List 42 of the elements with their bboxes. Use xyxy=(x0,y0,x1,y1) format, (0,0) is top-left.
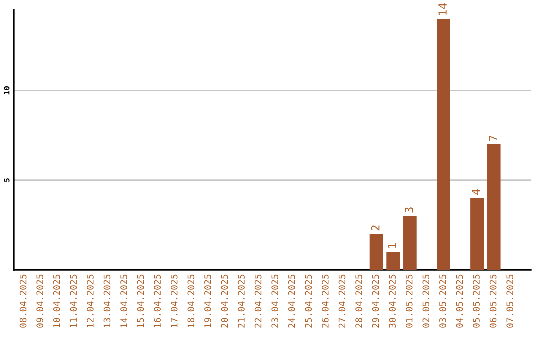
bar xyxy=(403,216,417,270)
x-tick-label: 08.04.2025 xyxy=(20,274,27,328)
x-tick-label: 02.05.2025 xyxy=(422,274,430,328)
x-tick-label: 19.04.2025 xyxy=(204,274,212,328)
x-tick-label: 15.04.2025 xyxy=(137,274,144,328)
x-tick-label: 01.05.2025 xyxy=(406,274,413,328)
x-tick-label: 12.04.2025 xyxy=(87,274,94,328)
bar xyxy=(386,252,400,270)
data-label: 7 xyxy=(489,136,498,142)
x-tick-label: 29.04.2025 xyxy=(372,274,380,328)
x-tick-label: 27.04.2025 xyxy=(338,274,346,328)
x-tick-label: 22.04.2025 xyxy=(254,274,262,328)
x-tick-label: 09.04.2025 xyxy=(36,274,44,328)
x-tick-label: 10.04.2025 xyxy=(53,274,60,328)
bar xyxy=(487,144,501,270)
x-tick-label: 05.05.2025 xyxy=(473,274,480,328)
data-label: 3 xyxy=(404,208,414,213)
x-tick-label: 07.05.2025 xyxy=(506,274,514,328)
x-tick-label: 11.04.2025 xyxy=(70,274,78,328)
data-label: 4 xyxy=(472,189,480,196)
x-tick-label: 30.04.2025 xyxy=(389,274,396,328)
bar xyxy=(470,198,484,270)
x-tick-label: 21.04.2025 xyxy=(238,274,245,328)
x-tick-label: 14.04.2025 xyxy=(120,274,128,328)
x-tick-label: 03.05.2025 xyxy=(440,274,446,328)
x-tick-label: 24.04.2025 xyxy=(288,274,296,328)
x-tick-label: 28.04.2025 xyxy=(356,274,362,328)
x-tick-label: 18.04.2025 xyxy=(188,274,195,328)
bar xyxy=(370,234,384,270)
data-label: 2 xyxy=(371,226,380,231)
x-tick-label: 26.04.2025 xyxy=(322,274,329,328)
x-tick-label: 16.04.2025 xyxy=(154,274,161,328)
x-tick-label: 25.04.2025 xyxy=(305,274,312,328)
x-tick-label: 13.04.2025 xyxy=(104,274,111,328)
x-tick-label: 20.04.2025 xyxy=(221,274,228,328)
x-tick-label: 06.05.2025 xyxy=(490,274,497,328)
data-label: 1 xyxy=(388,243,396,248)
bar xyxy=(437,18,450,270)
x-tick-label: 04.05.2025 xyxy=(456,274,464,328)
x-tick-label: 17.04.2025 xyxy=(170,274,178,328)
x-tick-label: 23.04.2025 xyxy=(272,274,278,328)
data-label: 14 xyxy=(438,3,447,15)
